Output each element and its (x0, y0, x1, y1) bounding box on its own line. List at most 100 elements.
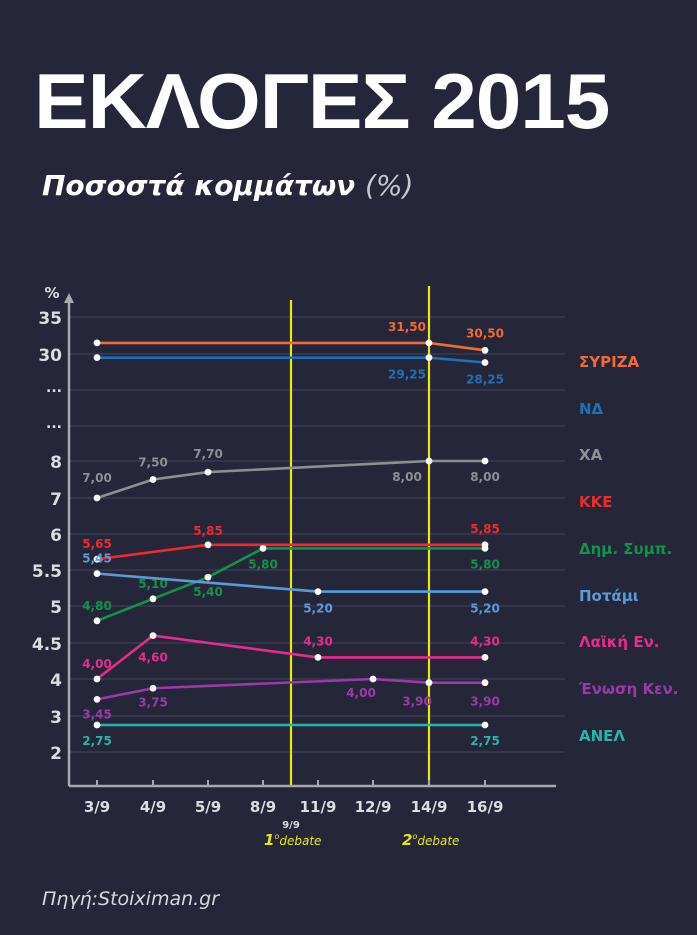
data-point (481, 457, 489, 465)
data-label: 4,00 (346, 686, 376, 700)
legend-entry: ΚΚΕ (579, 493, 613, 511)
debate-text: debate (417, 834, 459, 848)
y-tick-label: 4 (50, 671, 62, 691)
series-8: 2,75 2,75 ΑΝΕΛ (82, 721, 625, 748)
data-point (314, 654, 322, 661)
x-tick-label: 14/9 (411, 798, 448, 816)
data-label: 3,75 (138, 695, 168, 709)
data-label: 3,90 (402, 695, 432, 709)
data-label: 5,80 (470, 557, 500, 571)
data-point (314, 588, 322, 595)
data-label: 3,90 (470, 695, 500, 709)
data-point (481, 721, 489, 729)
data-label: 8,00 (392, 470, 422, 484)
debate-annotation: 1οdebate (264, 831, 321, 849)
data-label: 5,45 (82, 552, 112, 566)
series-0: 31,50 30,50 ΣΥΡΙΖΑ (93, 320, 640, 371)
data-point (149, 684, 157, 692)
debate-text: debate (279, 834, 321, 848)
data-point (93, 695, 101, 703)
data-point (481, 654, 489, 661)
data-label: 7,00 (82, 471, 112, 485)
y-tick-label: 5 (50, 598, 62, 618)
data-label: 4,80 (82, 599, 112, 613)
data-label: 5,10 (138, 577, 168, 591)
data-point (204, 573, 212, 581)
data-point (93, 555, 101, 563)
debate-superscript: ο (274, 832, 279, 841)
data-point (481, 346, 489, 354)
y-tick-label: 3 (50, 708, 62, 728)
data-point (425, 457, 433, 465)
data-label: 3,45 (82, 707, 112, 721)
data-label: 4,30 (303, 634, 333, 648)
data-label: 29,25 (388, 368, 426, 382)
data-label: 4,60 (138, 651, 168, 665)
data-point (93, 354, 101, 362)
data-point (149, 476, 157, 483)
legend-entry: Ένωση Κεν. (578, 680, 678, 698)
subtitle-unit: (%) (364, 169, 414, 202)
data-label: 30,50 (466, 326, 504, 340)
data-point (425, 354, 433, 362)
series-5: 5,45 5,20 5,20 Ποτάμι (82, 552, 639, 616)
data-point (481, 588, 489, 595)
data-point (425, 339, 433, 347)
x-tick-label-extra: 9/9 (282, 820, 300, 831)
data-point (93, 494, 101, 502)
data-point (93, 570, 101, 577)
y-axis-label: % (44, 284, 59, 302)
data-point (93, 721, 101, 729)
y-tick-label: 6 (50, 526, 62, 546)
legend-entry: ΧΑ (579, 446, 603, 464)
data-label: 4,00 (82, 657, 112, 671)
series-4: 4,80 5,10 5,40 5,80 5,80 Δημ. Συμπ. (82, 540, 672, 625)
data-label: 5,20 (470, 602, 500, 616)
data-point (425, 679, 433, 687)
data-label: 5,80 (248, 557, 278, 571)
chart-title: ΕΚΛΟΓΕΣ 2015 (34, 57, 610, 145)
data-label: 7,70 (193, 447, 223, 461)
y-tick-label: 4.5 (32, 635, 62, 655)
x-tick-label: 3/9 (84, 798, 110, 816)
legend-entry: ΣΥΡΙΖΑ (579, 353, 640, 371)
data-label: 31,50 (388, 320, 426, 334)
source-credit: Πηγή:Stoiximan.gr (42, 888, 220, 910)
legend-entry: ΑΝΕΛ (579, 727, 625, 745)
y-axis-arrow (64, 293, 74, 303)
x-tick-label: 12/9 (355, 798, 392, 816)
data-point (204, 541, 212, 549)
data-point (204, 468, 212, 476)
data-point (259, 545, 267, 552)
data-label: 2,75 (470, 734, 500, 748)
y-tick-label: ... (46, 380, 62, 396)
y-tick-label: 35 (38, 309, 62, 329)
data-point (481, 359, 489, 366)
debate-number: 2 (402, 831, 412, 849)
data-label: 5,40 (193, 585, 223, 599)
y-tick-label: ... (46, 416, 62, 432)
x-tick-label: 11/9 (300, 798, 337, 816)
y-tick-label: 8 (50, 453, 62, 473)
x-tick-label: 5/9 (195, 798, 221, 816)
debate-number: 1 (264, 831, 274, 849)
series-1: 29,25 28,25 ΝΔ (93, 354, 604, 418)
series-7: 3,45 3,75 4,00 3,90 3,90 Ένωση Κεν. (82, 675, 678, 721)
data-point (93, 675, 101, 683)
y-tick-label: 5.5 (32, 562, 62, 582)
data-label: 2,75 (82, 734, 112, 748)
series-2: 7,00 7,50 7,70 8,00 8,00 ΧΑ (82, 446, 603, 502)
data-label: 7,50 (138, 456, 168, 470)
data-label: 4,30 (470, 634, 500, 648)
legend-entry: ΝΔ (579, 400, 604, 418)
series-6: 4,00 4,60 4,30 4,30 Λαϊκή Εν. (82, 632, 659, 683)
data-point (149, 595, 157, 603)
data-point (93, 339, 101, 347)
data-label: 5,20 (303, 602, 333, 616)
data-label: 5,85 (193, 524, 223, 538)
data-label: 8,00 (470, 470, 500, 484)
data-point (369, 675, 377, 683)
legend-entry: Λαϊκή Εν. (579, 633, 659, 651)
x-tick-label: 4/9 (140, 798, 166, 816)
